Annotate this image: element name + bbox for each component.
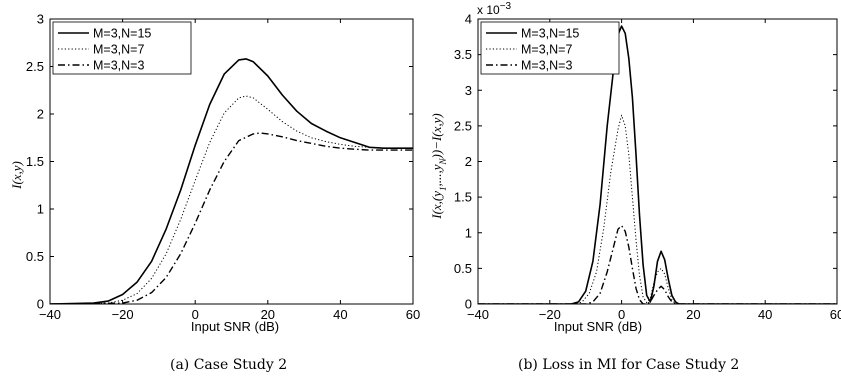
y-tick-label: 1 <box>465 225 472 240</box>
tick-group-a: −40 −20 0 20 40 60 0 0.5 1 1.5 2 2.5 3 <box>26 12 420 323</box>
x-axis-label-a: Input SNR (dB) <box>191 319 279 334</box>
series-line-3 <box>50 132 413 304</box>
series-line-1 <box>50 58 413 304</box>
caption-b: (b) Loss in MI for Case Study 2 <box>518 357 739 373</box>
legend-label-2: M=3,N=7 <box>93 43 144 57</box>
caption-a: (a) Case Study 2 <box>170 357 287 373</box>
series-line-3 <box>478 224 837 304</box>
y-tick-label: 0 <box>37 297 44 312</box>
y-tick-label: 3 <box>465 83 472 98</box>
y-tick-label: 2.5 <box>26 59 44 74</box>
legend-label-2: M=3,N=7 <box>521 43 572 57</box>
legend-label-1: M=3,N=15 <box>93 27 151 41</box>
x-tick-label: 60 <box>406 307 420 322</box>
y-tick-label: 1 <box>37 202 44 217</box>
y-tick-label: 3 <box>37 12 44 27</box>
x-tick-label: −20 <box>112 307 134 322</box>
x-tick-label: −40 <box>467 307 489 322</box>
y-tick-label: 4 <box>465 12 472 27</box>
x-tick-label: −20 <box>539 307 561 322</box>
y-axis-label-a: I(x,y) <box>9 161 24 190</box>
x-tick-label: 40 <box>758 307 772 322</box>
y-axis-label-b: I(x,(y1,...,yN))−I(x,y) <box>429 113 448 220</box>
legend-label-1: M=3,N=15 <box>521 27 579 41</box>
y-tick-label: 3.5 <box>454 47 472 62</box>
series-line-1 <box>478 25 837 304</box>
y-tick-label: 2 <box>465 154 472 169</box>
y-tick-label: 2 <box>37 107 44 122</box>
x-tick-label: 0 <box>192 307 199 322</box>
chart-panel-a: −40 −20 0 20 40 60 0 0.5 1 1.5 2 2.5 3 Input SNR (dB… <box>9 12 420 374</box>
chart-panel-b: −40 −20 0 20 40 60 0 0.5 1 1.5 2 2.5 3 3.5 4 Input SNR… <box>429 1 841 373</box>
x-tick-label: −40 <box>39 307 61 322</box>
legend-label-3: M=3,N=3 <box>521 59 572 73</box>
legend-a: M=3,N=15 M=3,N=7 M=3,N=3 <box>52 21 192 75</box>
tick-group-b: −40 −20 0 20 40 60 0 0.5 1 1.5 2 2.5 3 3.5 4 <box>454 12 841 323</box>
x-tick-label: 60 <box>830 307 841 322</box>
series-group-a <box>50 58 413 304</box>
y-tick-label: 0 <box>465 297 472 312</box>
series-group-b <box>478 25 837 304</box>
y-tick-label: 1.5 <box>454 190 472 205</box>
y-tick-label: 0.5 <box>26 249 44 264</box>
legend-label-3: M=3,N=3 <box>93 59 144 73</box>
x-tick-label: 20 <box>686 307 700 322</box>
x-tick-label: 40 <box>333 307 347 322</box>
y-tick-label: 1.5 <box>26 154 44 169</box>
y-tick-label: 0.5 <box>454 261 472 276</box>
y-tick-label: 2.5 <box>454 118 472 133</box>
x-tick-label: 20 <box>261 307 275 322</box>
scale-exponent-b: x 10−3 <box>477 1 512 17</box>
x-tick-label: 0 <box>618 307 625 322</box>
series-line-2 <box>50 95 413 304</box>
x-axis-label-b: Input SNR (dB) <box>554 319 642 334</box>
legend-b: M=3,N=15 M=3,N=7 M=3,N=3 <box>480 21 620 75</box>
